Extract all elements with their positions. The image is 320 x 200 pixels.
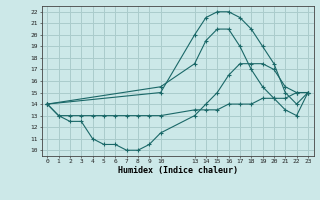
X-axis label: Humidex (Indice chaleur): Humidex (Indice chaleur) (118, 166, 237, 175)
